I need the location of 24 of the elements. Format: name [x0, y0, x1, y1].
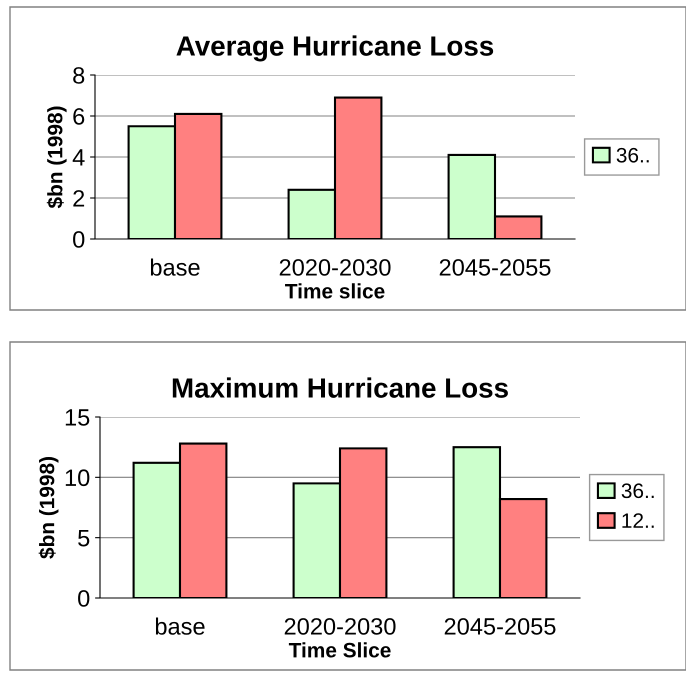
- legend-label: 12..: [622, 513, 654, 528]
- x-tick-label: base: [150, 258, 200, 276]
- legend-label: 36..: [616, 148, 649, 163]
- y-tick-label: 0: [78, 590, 90, 607]
- y-tick-label: 15: [66, 409, 90, 426]
- y-axis-title: $bn (1998): [46, 106, 67, 208]
- y-tick-label: 0: [73, 231, 84, 248]
- x-axis-title: Time Slice: [288, 642, 391, 658]
- legend-label: 36..: [622, 483, 654, 498]
- x-tick-label: 2045-2055: [444, 618, 556, 635]
- x-axis-title: Time slice: [285, 283, 384, 299]
- y-axis-title: $bn (1998): [38, 457, 58, 559]
- y-tick-label: 8: [73, 67, 84, 84]
- y-tick-label: 6: [73, 108, 84, 125]
- chart-title: Maximum Hurricane Loss: [172, 377, 508, 398]
- y-tick-label: 2: [73, 190, 84, 207]
- x-tick-label: base: [156, 617, 205, 635]
- y-tick-label: 4: [72, 149, 85, 166]
- y-tick-label: 5: [78, 530, 90, 546]
- x-tick-label: 2020-2030: [284, 618, 396, 635]
- y-tick-label: 10: [66, 469, 90, 486]
- x-tick-label: 2020-2030: [280, 259, 391, 276]
- x-tick-label: 2045-2055: [440, 259, 550, 276]
- chart-title: Average Hurricane Loss: [176, 35, 494, 62]
